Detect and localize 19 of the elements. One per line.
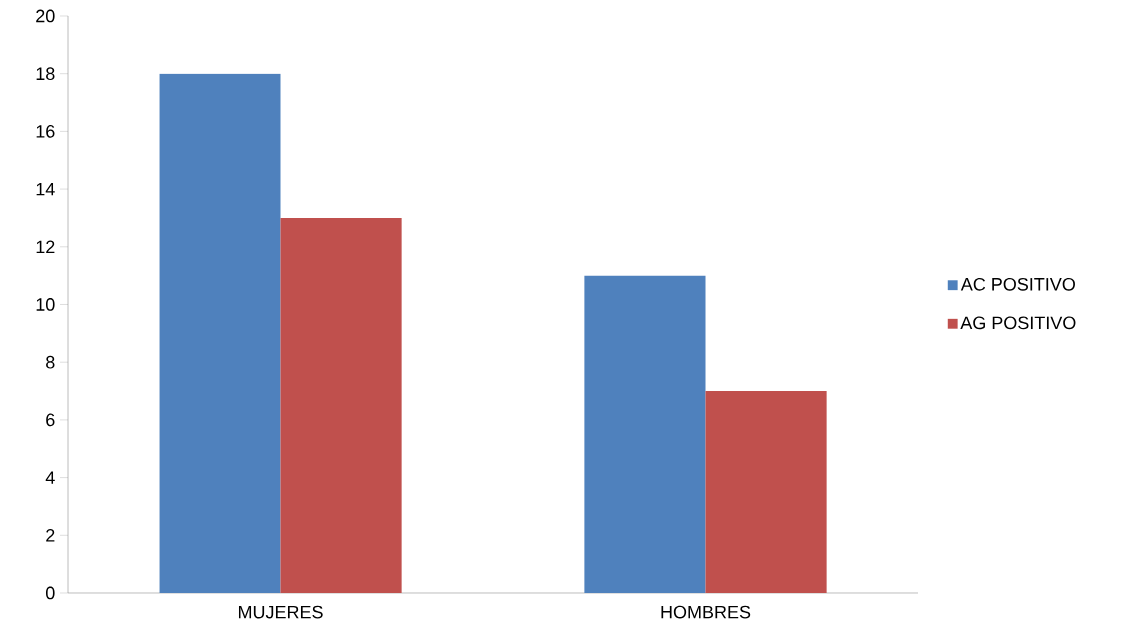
y-tick-label: 4 — [45, 471, 55, 484]
bar — [280, 217, 402, 593]
y-tick-label: 16 — [36, 125, 55, 138]
bar — [159, 73, 281, 593]
y-tick-label: 6 — [46, 413, 55, 427]
y-tick-label: 12 — [36, 240, 55, 254]
y-tick-label: 18 — [36, 67, 55, 81]
y-tick-label: 20 — [36, 9, 55, 23]
bar — [584, 275, 706, 593]
legend-label: AC POSITIVO — [960, 277, 1075, 291]
y-tick-label: 0 — [46, 586, 55, 600]
y-tick-label: 10 — [36, 298, 55, 311]
legend-label: AG POSITIVO — [960, 316, 1076, 330]
bar — [705, 391, 827, 593]
x-tick-label: MUJERES — [238, 605, 323, 619]
y-tick-label: 2 — [46, 529, 55, 542]
x-tick-label: HOMBRES — [661, 605, 751, 619]
y-tick-label: 14 — [36, 182, 55, 196]
y-tick-label: 8 — [46, 355, 55, 369]
